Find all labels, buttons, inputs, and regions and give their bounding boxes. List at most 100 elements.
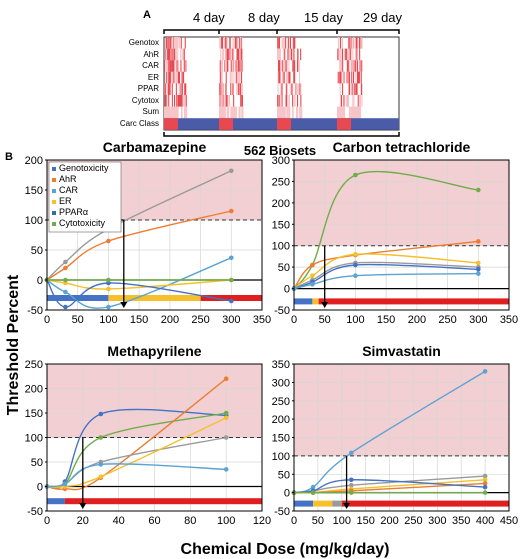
heatmap-cell: [170, 106, 172, 119]
heatmap-cell: [219, 37, 221, 49]
y-tick-label: 300: [272, 377, 290, 389]
heatmap-cell: [174, 106, 177, 119]
heatmap-cell: [357, 71, 359, 84]
arrow-head: [79, 503, 87, 509]
heatmap-cell: [229, 37, 231, 49]
heatmap-cell: [278, 37, 280, 49]
y-tick-label: 0: [37, 482, 43, 494]
heatmap-cell: [227, 106, 230, 119]
dose-bar: [313, 500, 333, 507]
heatmap-cell: [356, 48, 358, 61]
heatmap-cell: [175, 71, 177, 84]
heatmap-cell: [288, 71, 290, 84]
heatmap-cell: [184, 60, 186, 72]
dose-bar: [318, 298, 509, 305]
heatmap-cell: [176, 95, 178, 107]
heatmap-cell: [174, 48, 176, 61]
heatmap-cell: [181, 71, 183, 84]
x-tick-label: 300: [469, 314, 487, 326]
x-tick-label: 400: [476, 515, 494, 527]
heatmap-cell: [282, 71, 284, 84]
series-line: [293, 170, 479, 290]
heatmap-cell: [219, 71, 221, 84]
dose-bar: [294, 298, 313, 305]
heatmap-cell: [221, 37, 223, 49]
heatmap-cell: [290, 48, 292, 61]
heatmap-cell: [172, 71, 174, 84]
heatmap-cell: [297, 95, 299, 107]
heatmap-cell: [168, 48, 170, 61]
heatmap-cell: [237, 71, 239, 84]
heatmap-cell: [232, 83, 234, 95]
heatmap-cell: [337, 37, 339, 49]
heatmap-cell: [292, 106, 294, 119]
heatmap-cell: [348, 60, 350, 72]
x-tick-label: 50: [72, 314, 84, 326]
heatmap-cell: [239, 37, 241, 49]
heatmap-cell: [226, 60, 228, 72]
heatmap-cell: [179, 95, 181, 107]
x-tick-label: 450: [500, 515, 518, 527]
heatmap-cell: [241, 83, 243, 95]
heatmap-cell: [165, 48, 167, 61]
x-tick-label: 250: [191, 314, 209, 326]
heatmap-cell: [170, 71, 172, 84]
data-point: [482, 473, 488, 479]
y-tick-label: 150: [25, 185, 43, 197]
series-line: [293, 253, 479, 290]
heatmap-cell: [235, 60, 237, 72]
heatmap-cell: [342, 83, 344, 95]
heatmap-cell: [240, 48, 242, 61]
y-tick-label: 350: [272, 359, 290, 371]
heatmap-cell: [167, 37, 169, 49]
heatmap-cell: [352, 48, 354, 61]
heatmap-cell: [172, 60, 174, 72]
row-label-ppar: PPAR: [138, 84, 159, 93]
heatmap-cell: [346, 48, 348, 61]
heatmap-cell: [234, 37, 236, 49]
y-tick-label: 150: [25, 408, 43, 420]
y-tick-label: 50: [278, 469, 290, 481]
heatmap-cell: [233, 71, 235, 84]
heatmap-cell: [360, 95, 362, 107]
series-line: [46, 279, 232, 308]
heatmap-cell: [173, 71, 175, 84]
heatmap-cell: [287, 71, 289, 84]
legend-swatch: [52, 222, 56, 226]
heatmap-cell: [225, 71, 227, 84]
data-point: [229, 298, 234, 304]
heatmap-cell: [349, 37, 351, 49]
heatmap-cell: [232, 37, 234, 49]
heatmap-cell: [222, 60, 224, 72]
heatmap-cell: [183, 95, 185, 107]
heatmap-cell: [282, 37, 284, 49]
heatmap-cell: [357, 106, 359, 119]
heatmap-cell: [279, 48, 281, 61]
data-point: [476, 260, 481, 266]
heatmap-cell: [355, 60, 357, 72]
heatmap-cell: [347, 60, 349, 72]
heatmap-cell: [285, 83, 287, 95]
heatmap-cell: [167, 60, 169, 72]
heatmap-cell: [185, 106, 188, 119]
heatmap-cell: [277, 95, 279, 107]
heatmap-cell: [278, 48, 280, 61]
heatmap-cell: [225, 83, 227, 95]
heatmap-cell: [240, 95, 242, 107]
heatmap-cell: [227, 48, 229, 61]
heatmap-cell: [300, 83, 302, 95]
heatmap-cell: [241, 37, 243, 49]
heatmap-cell: [238, 71, 240, 84]
heatmap-cell: [355, 106, 357, 119]
heatmap-cell: [358, 71, 360, 84]
heatmap-cell: [233, 48, 235, 61]
heatmap-cell: [219, 83, 221, 95]
y-tick-label: 200: [25, 155, 43, 167]
heatmap-cell: [168, 71, 170, 84]
heatmap-cell: [286, 95, 288, 107]
heatmap-cell: [292, 48, 294, 61]
chart-carbon-tetrachloride: Carbon tetrachloride-5005010015020025030…: [272, 139, 519, 326]
heatmap-cell: [230, 83, 232, 95]
heatmap-cell: [236, 71, 238, 84]
